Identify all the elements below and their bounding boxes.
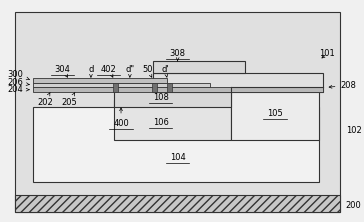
Text: 402: 402 — [101, 65, 116, 77]
Bar — [32, 83, 210, 87]
Text: 206: 206 — [8, 78, 29, 87]
Text: d": d" — [125, 65, 134, 77]
Text: 400: 400 — [113, 108, 129, 128]
Text: 308: 308 — [170, 49, 186, 61]
Bar — [32, 87, 323, 92]
Text: 208: 208 — [329, 81, 356, 90]
Bar — [114, 100, 231, 140]
Bar — [15, 195, 340, 212]
Bar — [167, 83, 172, 92]
Bar — [32, 78, 167, 83]
Text: 300: 300 — [8, 70, 29, 80]
Bar — [152, 83, 157, 92]
Bar — [32, 107, 319, 182]
Bar — [231, 91, 319, 140]
Text: 102: 102 — [346, 126, 361, 135]
Text: 50: 50 — [142, 65, 153, 77]
Text: d: d — [88, 65, 94, 77]
Text: 106: 106 — [153, 117, 169, 127]
Text: 104: 104 — [170, 153, 186, 162]
Bar — [113, 83, 118, 92]
Bar — [114, 91, 231, 107]
Text: 205: 205 — [62, 92, 78, 107]
Text: 108: 108 — [153, 93, 169, 102]
Text: 204: 204 — [8, 85, 29, 94]
Text: 304: 304 — [55, 65, 71, 77]
Text: 202: 202 — [37, 92, 53, 107]
Bar — [153, 61, 245, 73]
Text: 200: 200 — [346, 201, 361, 210]
Text: 105: 105 — [267, 109, 283, 118]
Text: 101: 101 — [319, 49, 335, 58]
Text: d': d' — [162, 65, 169, 77]
Bar — [153, 73, 323, 92]
